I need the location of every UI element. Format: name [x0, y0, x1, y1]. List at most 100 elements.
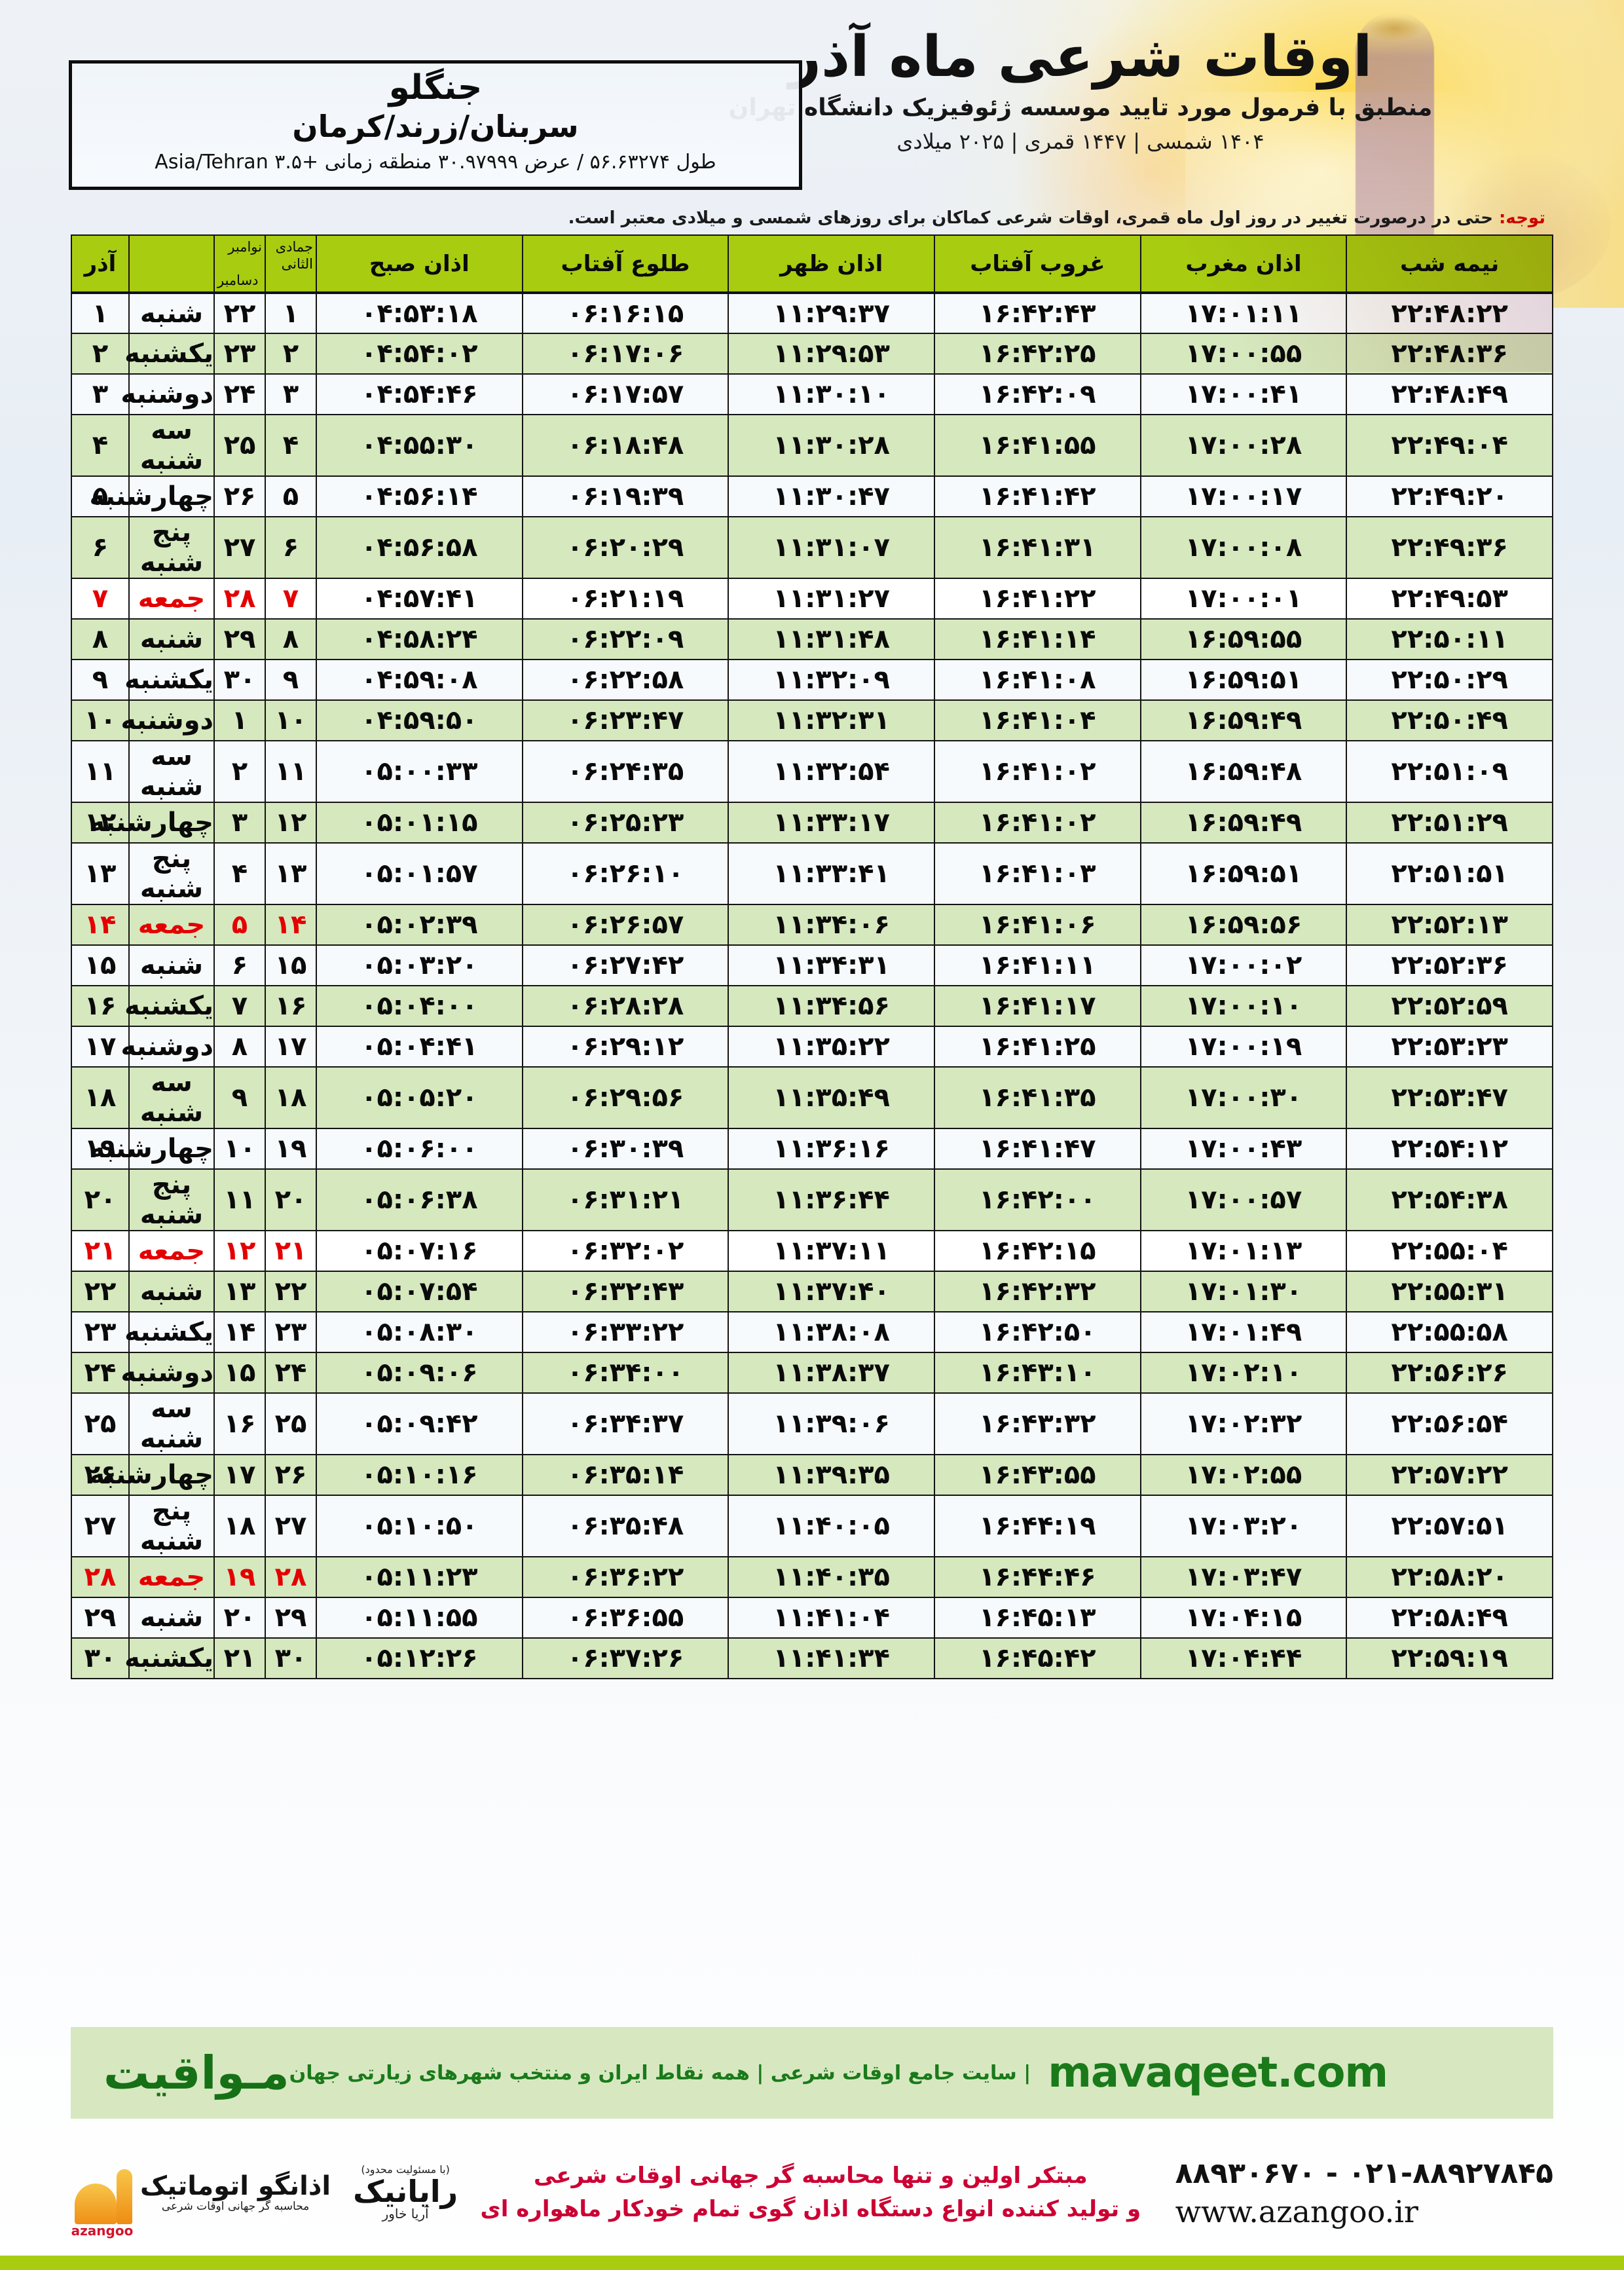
col-hijri: جمادی الثانی — [265, 234, 317, 294]
cell-day: ۲۶ — [71, 1454, 130, 1496]
cell-sunset: ۱۶:۴۱:۰۸ — [934, 659, 1141, 701]
col-hijri-spacer — [266, 272, 316, 289]
cell-hijri: ۷ — [265, 578, 317, 620]
cell-sunrise: ۰۶:۲۰:۲۹ — [521, 516, 729, 579]
table-row: ۲۲:۴۹:۵۳ ۱۷:۰۰:۰۱ ۱۶:۴۱:۲۲ ۱۱:۳۱:۲۷ ۰۶:۲۱:۱۹… — [71, 578, 1553, 620]
cell-hijri: ۳۰ — [265, 1637, 317, 1679]
cell-hijri: ۲۲ — [265, 1271, 317, 1312]
cell-maghrib: ۱۷:۰۰:۵۵ — [1139, 333, 1348, 375]
cell-weekday: یکشنبه — [124, 333, 215, 375]
cell-weekday: سه شنبه — [128, 414, 215, 477]
cell-sunrise: ۰۶:۳۶:۵۵ — [521, 1597, 729, 1639]
cell-fajr: ۰۵:۰۹:۴۲ — [316, 1392, 523, 1455]
cell-weekday: پنج شنبه — [128, 516, 215, 579]
cell-weekday: شنبه — [128, 1597, 215, 1639]
cell-hijri: ۲۷ — [265, 1495, 317, 1557]
footer-website[interactable]: www.azangoo.ir — [1175, 2193, 1418, 2229]
cell-weekday: دوشنبه — [120, 1352, 215, 1394]
cell-sunset: ۱۶:۴۲:۲۵ — [934, 333, 1141, 375]
cell-midnight: ۲۲:۵۳:۲۳ — [1346, 1026, 1553, 1068]
cell-sunrise: ۰۶:۳۷:۲۶ — [521, 1637, 729, 1679]
cell-dhuhr: ۱۱:۳۱:۰۷ — [728, 516, 936, 579]
cell-fajr: ۰۵:۰۷:۵۴ — [316, 1271, 523, 1312]
brand-website-en[interactable]: mavaqeet.com — [1048, 2049, 1388, 2097]
footer-slogan: مبتکر اولین و تنها محاسبه گر جهانی اوقات… — [481, 2159, 1141, 2226]
cell-sunset: ۱۶:۴۲:۰۹ — [934, 373, 1141, 415]
cell-greg: ۳ — [213, 802, 266, 844]
cell-sunset: ۱۶:۴۳:۵۵ — [934, 1454, 1141, 1496]
cell-fajr: ۰۴:۵۵:۳۰ — [316, 414, 523, 477]
cell-greg: ۱۴ — [213, 1311, 266, 1353]
cell-day: ۲۳ — [71, 1311, 130, 1353]
table-row: ۲۲:۵۰:۴۹ ۱۶:۵۹:۴۹ ۱۶:۴۱:۰۴ ۱۱:۳۲:۳۱ ۰۶:۲۳:۴۷… — [71, 699, 1553, 741]
cell-sunset: ۱۶:۴۱:۳۱ — [934, 516, 1141, 579]
prayer-times-table: نیمه شب اذان مغرب غروب آفتاب اذان ظهر طل… — [71, 234, 1553, 1679]
cell-day: ۱۳ — [71, 842, 130, 905]
cell-greg: ۲۵ — [213, 414, 266, 477]
azangoo-name-en: azangoo — [71, 2223, 134, 2239]
calendar-years: ۱۴۰۴ شمسی | ۱۴۴۷ قمری | ۲۰۲۵ میلادی — [896, 128, 1264, 154]
cell-maghrib: ۱۷:۰۲:۳۲ — [1139, 1392, 1348, 1455]
cell-dhuhr: ۱۱:۳۰:۲۸ — [728, 414, 936, 477]
cell-maghrib: ۱۷:۰۱:۱۳ — [1139, 1230, 1348, 1272]
table-row: ۲۲:۴۹:۰۴ ۱۷:۰۰:۲۸ ۱۶:۴۱:۵۵ ۱۱:۳۰:۲۸ ۰۶:۱۸:۴۸… — [71, 414, 1553, 477]
footer-phone[interactable]: ۰۲۱-۸۸۹۲۷۸۴۵ - ۸۸۹۳۰۶۷۰ — [1175, 2156, 1553, 2190]
cell-dhuhr: ۱۱:۳۱:۴۸ — [728, 618, 936, 660]
cell-sunrise: ۰۶:۱۷:۰۶ — [521, 333, 729, 375]
cell-greg: ۶ — [213, 944, 266, 986]
cell-maghrib: ۱۶:۵۹:۵۱ — [1139, 659, 1348, 701]
cell-sunset: ۱۶:۴۱:۰۲ — [934, 802, 1141, 844]
footer-logos: (با مسئولیت محدود) رایانیک آریا خاور اذا… — [71, 2161, 458, 2239]
cell-weekday: یکشنبه — [124, 1311, 215, 1353]
cell-fajr: ۰۴:۵۹:۵۰ — [316, 699, 523, 741]
cell-dhuhr: ۱۱:۳۳:۴۱ — [728, 842, 936, 905]
footer-contact: ۰۲۱-۸۸۹۲۷۸۴۵ - ۸۸۹۳۰۶۷۰ www.azangoo.ir — [1164, 2157, 1553, 2229]
cell-hijri: ۱۵ — [265, 944, 317, 986]
cell-sunrise: ۰۶:۲۷:۴۲ — [521, 944, 729, 986]
cell-dhuhr: ۱۱:۳۹:۳۵ — [728, 1454, 936, 1496]
cell-maghrib: ۱۷:۰۱:۴۹ — [1139, 1311, 1348, 1353]
cell-day: ۲۲ — [71, 1271, 130, 1312]
table-row: ۲۲:۵۷:۲۲ ۱۷:۰۲:۵۵ ۱۶:۴۳:۵۵ ۱۱:۳۹:۳۵ ۰۶:۳۵:۱۴… — [71, 1454, 1553, 1496]
cell-day: ۱ — [71, 292, 130, 334]
cell-midnight: ۲۲:۵۵:۳۱ — [1346, 1271, 1553, 1312]
cell-day: ۱۶ — [71, 985, 130, 1027]
cell-hijri: ۶ — [265, 516, 317, 579]
cell-day: ۱۴ — [71, 904, 130, 946]
cell-hijri: ۵ — [265, 475, 317, 517]
cell-maghrib: ۱۷:۰۳:۲۰ — [1139, 1495, 1348, 1557]
cell-midnight: ۲۲:۵۲:۳۶ — [1346, 944, 1553, 986]
cell-fajr: ۰۴:۵۳:۱۸ — [316, 292, 523, 334]
table-row: ۲۲:۴۸:۳۶ ۱۷:۰۰:۵۵ ۱۶:۴۲:۲۵ ۱۱:۲۹:۵۳ ۰۶:۱۷:۰۶… — [71, 333, 1553, 375]
brand-tagline: | سایت جامع اوقات شرعی | همه نقاط ایران … — [289, 2061, 1031, 2085]
cell-greg: ۴ — [213, 842, 266, 905]
cell-sunrise: ۰۶:۱۶:۱۵ — [521, 292, 729, 334]
table-row: ۲۲:۵۵:۰۴ ۱۷:۰۱:۱۳ ۱۶:۴۲:۱۵ ۱۱:۳۷:۱۱ ۰۶:۳۲:۰۲… — [71, 1230, 1553, 1272]
cell-midnight: ۲۲:۵۸:۲۰ — [1346, 1556, 1553, 1598]
table-body: ۲۲:۴۸:۲۲ ۱۷:۰۱:۱۱ ۱۶:۴۲:۴۳ ۱۱:۲۹:۳۷ ۰۶:۱۶:۱۵… — [71, 292, 1553, 1679]
cell-dhuhr: ۱۱:۳۰:۴۷ — [728, 475, 936, 517]
cell-sunrise: ۰۶:۲۹:۱۲ — [521, 1026, 729, 1068]
cell-dhuhr: ۱۱:۳۷:۴۰ — [728, 1271, 936, 1312]
cell-greg: ۲۱ — [213, 1637, 266, 1679]
note-label: توجه: — [1499, 208, 1545, 228]
cell-weekday: جمعه — [128, 1556, 215, 1598]
cell-sunrise: ۰۶:۳۱:۲۱ — [521, 1168, 729, 1231]
cell-maghrib: ۱۷:۰۰:۱۷ — [1139, 475, 1348, 517]
cell-greg: ۵ — [213, 904, 266, 946]
cell-day: ۱۸ — [71, 1066, 130, 1129]
cell-fajr: ۰۵:۰۱:۵۷ — [316, 842, 523, 905]
cell-hijri: ۲۶ — [265, 1454, 317, 1496]
cell-weekday: چهارشنبه — [89, 1454, 215, 1496]
cell-weekday: پنج شنبه — [128, 1495, 215, 1557]
col-month: آذر — [71, 234, 130, 294]
footer-row: ۰۲۱-۸۸۹۲۷۸۴۵ - ۸۸۹۳۰۶۷۰ www.azangoo.ir م… — [71, 2134, 1553, 2252]
cell-greg: ۲۰ — [213, 1597, 266, 1639]
cell-greg: ۱ — [213, 699, 266, 741]
cell-dhuhr: ۱۱:۳۳:۱۷ — [728, 802, 936, 844]
cell-weekday: چهارشنبه — [89, 1128, 215, 1170]
cell-weekday: یکشنبه — [124, 1637, 215, 1679]
mosque-dome-icon: azangoo — [71, 2161, 134, 2239]
cell-day: ۲۴ — [71, 1352, 130, 1394]
cell-weekday: چهارشنبه — [89, 802, 215, 844]
